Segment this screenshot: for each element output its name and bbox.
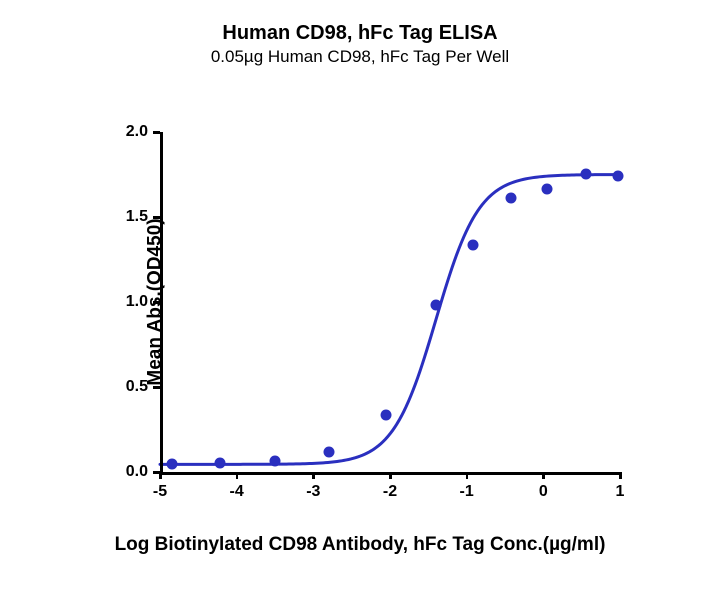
x-tick [312, 472, 315, 479]
x-tick [619, 472, 622, 479]
x-tick [159, 472, 162, 479]
y-tick [153, 131, 160, 134]
fit-curve [160, 132, 620, 472]
data-point [381, 410, 392, 421]
y-tick-label: 0.5 [98, 378, 148, 396]
x-tick [236, 472, 239, 479]
data-point [467, 240, 478, 251]
y-tick [153, 386, 160, 389]
chart-container: Human CD98, hFc Tag ELISA 0.05µg Human C… [0, 0, 720, 589]
data-point [506, 193, 517, 204]
plot-area: 0.00.51.01.52.0-5-4-3-2-101 [160, 132, 620, 472]
data-point [270, 456, 281, 467]
y-tick-label: 1.5 [98, 208, 148, 226]
x-tick-label: 0 [523, 483, 563, 501]
x-tick-label: -5 [140, 483, 180, 501]
chart-titles: Human CD98, hFc Tag ELISA 0.05µg Human C… [0, 22, 720, 67]
x-tick-label: -2 [370, 483, 410, 501]
y-tick-label: 2.0 [98, 123, 148, 141]
curve-path [160, 175, 620, 465]
y-axis [160, 132, 163, 472]
y-tick [153, 301, 160, 304]
x-tick [466, 472, 469, 479]
chart-subtitle: 0.05µg Human CD98, hFc Tag Per Well [0, 47, 720, 67]
x-tick [389, 472, 392, 479]
data-point [214, 458, 225, 469]
x-axis-label: Log Biotinylated CD98 Antibody, hFc Tag … [0, 534, 720, 556]
x-tick-label: 1 [600, 483, 640, 501]
data-point [431, 299, 442, 310]
y-tick-label: 1.0 [98, 293, 148, 311]
data-point [323, 447, 334, 458]
x-tick-label: -1 [447, 483, 487, 501]
y-tick-label: 0.0 [98, 463, 148, 481]
data-point [542, 183, 553, 194]
data-point [612, 171, 623, 182]
x-tick-label: -3 [293, 483, 333, 501]
y-tick [153, 216, 160, 219]
x-tick [542, 472, 545, 479]
x-tick-label: -4 [217, 483, 257, 501]
data-point [166, 458, 177, 469]
chart-title: Human CD98, hFc Tag ELISA [0, 22, 720, 45]
data-point [580, 168, 591, 179]
